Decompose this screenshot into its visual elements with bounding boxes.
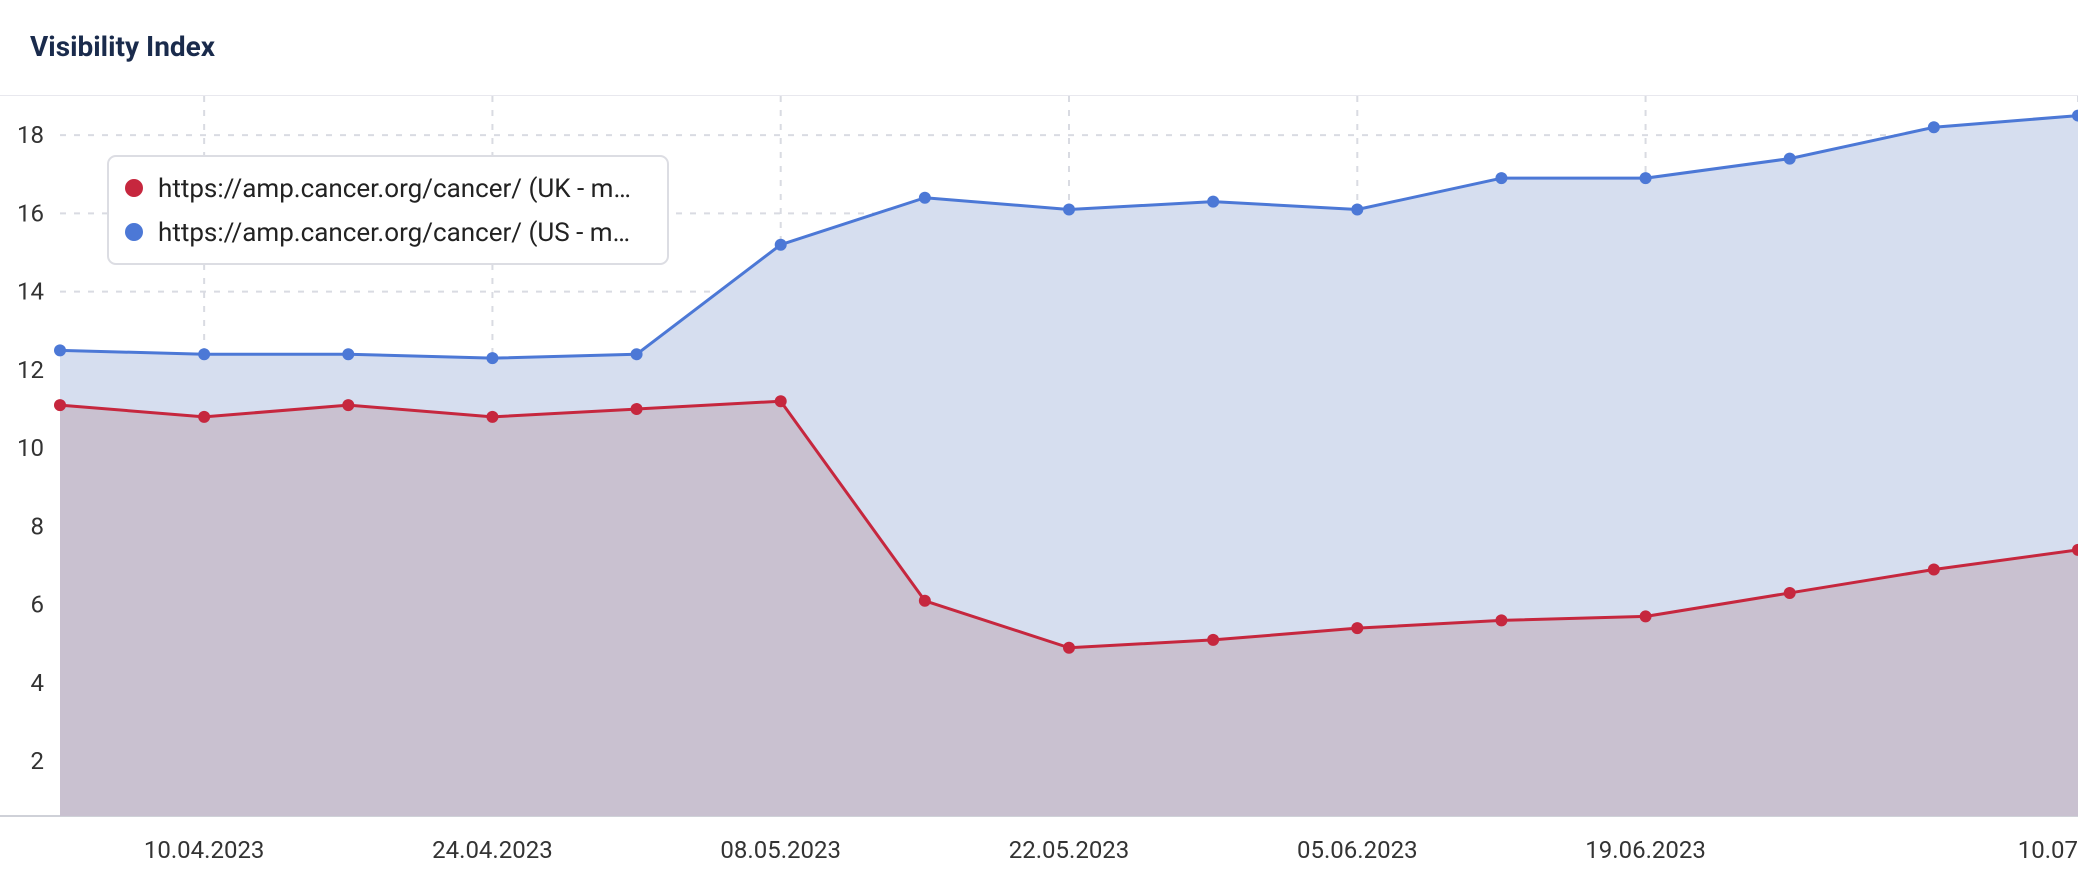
series-point-uk[interactable] [1495,614,1507,626]
legend-dot-us [125,223,143,241]
series-point-uk[interactable] [198,411,210,423]
series-point-us[interactable] [1207,196,1219,208]
x-tick-label: 22.05.2023 [1009,836,1130,864]
series-point-us[interactable] [1063,203,1075,215]
series-point-uk[interactable] [54,399,66,411]
series-point-us[interactable] [1784,153,1796,165]
y-tick-label: 8 [31,512,45,540]
series-point-us[interactable] [1351,203,1363,215]
series-point-uk[interactable] [1640,610,1652,622]
series-point-us[interactable] [486,352,498,364]
x-tick-label: 24.04.2023 [432,836,553,864]
series-point-us[interactable] [1928,121,1940,133]
series-point-uk[interactable] [1207,634,1219,646]
series-point-uk[interactable] [342,399,354,411]
y-tick-label: 18 [17,121,44,149]
series-point-uk[interactable] [631,403,643,415]
series-point-us[interactable] [1640,172,1652,184]
legend-label-us[interactable]: https://amp.cancer.org/cancer/ (US - m… [158,218,630,248]
series-point-uk[interactable] [486,411,498,423]
chart-area: 2 4 6 8 10 12 14 16 18 10.04.2023 24.04.2023 08.05.… [0,96,2078,896]
x-tick-label: 08.05.2023 [720,836,841,864]
series-point-uk[interactable] [1928,563,1940,575]
legend-dot-uk [125,179,143,197]
x-tick-label: 19.06.2023 [1585,836,1706,864]
series-point-uk[interactable] [1351,622,1363,634]
series-point-us[interactable] [198,348,210,360]
visibility-index-card: Visibility Index 2 4 6 8 10 12 14 16 18 10.04.202… [0,0,2078,896]
x-tick-label: 10.07.2023 [2018,836,2078,864]
series-point-us[interactable] [342,348,354,360]
series-point-uk[interactable] [1784,587,1796,599]
series-point-us[interactable] [54,344,66,356]
y-tick-label: 2 [31,747,45,775]
series-point-uk[interactable] [1063,642,1075,654]
card-title: Visibility Index [30,30,215,63]
y-tick-label: 14 [17,278,44,306]
series-point-us[interactable] [631,348,643,360]
series-point-us[interactable] [919,192,931,204]
series-point-uk[interactable] [919,595,931,607]
x-tick-label: 10.04.2023 [144,836,265,864]
x-tick-label: 05.06.2023 [1297,836,1418,864]
y-tick-label: 12 [17,356,44,384]
series-point-us[interactable] [775,239,787,251]
visibility-chart: 2 4 6 8 10 12 14 16 18 10.04.2023 24.04.2023 08.05.… [0,96,2078,896]
y-tick-label: 10 [17,434,44,462]
legend-label-uk[interactable]: https://amp.cancer.org/cancer/ (UK - m… [158,174,631,204]
series-point-uk[interactable] [775,395,787,407]
series-point-us[interactable] [1495,172,1507,184]
y-tick-label: 16 [17,199,44,227]
y-tick-label: 4 [31,669,45,697]
y-tick-label: 6 [31,591,45,619]
